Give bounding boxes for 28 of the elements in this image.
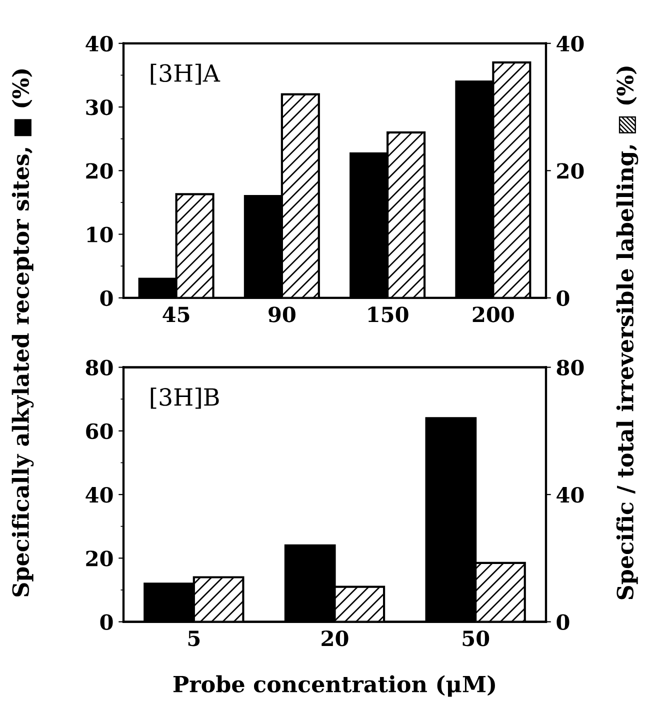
y-tick-label: 0 <box>100 614 113 630</box>
y-tick-label: 10 <box>87 226 113 242</box>
y-tick-label: 40 <box>86 36 113 52</box>
y-axis-title: Specifically alkylated receptor sites, ■ (%) <box>12 69 34 596</box>
x-axis-title: Probe concentration (μM) <box>173 675 495 697</box>
annotation: [3H]A <box>150 64 220 85</box>
x-tick-label: 150 <box>368 306 408 322</box>
y-tick-label: 20 <box>86 550 113 566</box>
y-tick-label: 0 <box>100 290 113 306</box>
x-tick-label: 90 <box>268 306 296 322</box>
y-tick-label: 20 <box>86 163 113 179</box>
y2-tick-label: 0 <box>556 290 570 306</box>
y-tick-label: 60 <box>86 423 113 440</box>
y2-tick-label: 40 <box>556 486 584 503</box>
y-tick-label: 80 <box>86 360 113 376</box>
y2-tick-label: 0 <box>556 614 570 630</box>
y2-tick-label: 80 <box>556 360 584 376</box>
x-tick-label: 200 <box>472 306 514 322</box>
x-tick-label: 50 <box>462 630 490 646</box>
x-tick-label: 45 <box>162 306 190 322</box>
y-tick-label: 40 <box>86 486 113 503</box>
y2-tick-label: 20 <box>557 163 584 179</box>
y2-axis-title: Specific / total irreversible labelling, ▨ (%) <box>616 66 638 600</box>
y-tick-label: 30 <box>86 99 113 116</box>
y2-tick-label: 40 <box>556 36 584 52</box>
x-tick-label: 20 <box>322 630 348 646</box>
annotation: [3H]B <box>150 388 219 409</box>
x-tick-label: 5 <box>188 630 200 646</box>
